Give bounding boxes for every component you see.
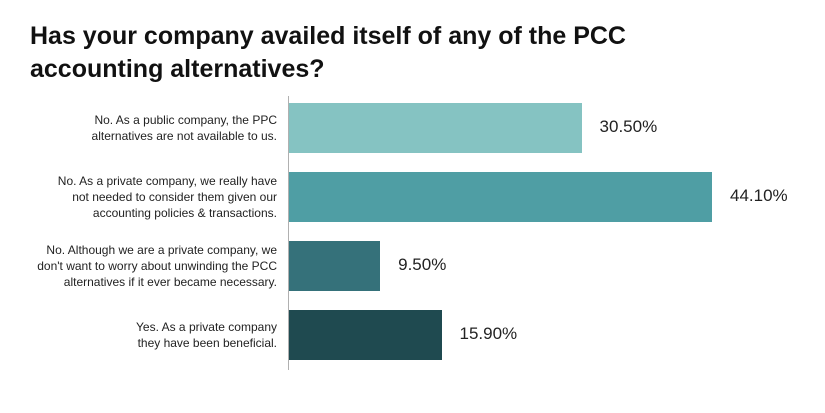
value-label-4: 15.90% (459, 324, 518, 343)
category-label-3-line-1: No. Although we are a private company, w… (46, 243, 277, 257)
category-label-1-line-1: No. As a public company, the PPC (94, 113, 277, 127)
bar-1 (289, 103, 582, 153)
value-label-2: 44.10% (730, 186, 788, 205)
bar-4 (289, 310, 442, 360)
category-label-4: Yes. As a private company they have been … (37, 319, 277, 351)
value-label-1: 30.50% (599, 117, 658, 136)
category-label-4-line-1: Yes. As a private company (136, 320, 277, 334)
category-label-2-line-2: not needed to consider them given our (72, 190, 277, 204)
chart-title: Has your company availed itself of any o… (30, 20, 730, 86)
category-label-4-line-2: they have been beneficial. (137, 336, 277, 350)
category-label-2-line-1: No. As a private company, we really have (57, 174, 277, 188)
category-label-2-line-3: accounting policies & transactions. (92, 206, 277, 220)
value-label-3: 9.50% (398, 255, 447, 274)
category-label-1: No. As a public company, the PPC alternat… (37, 112, 277, 144)
category-axis-line (288, 96, 289, 370)
bar-3 (289, 241, 381, 291)
chart-title-line-2: accounting alternatives? (30, 55, 325, 83)
category-label-2: No. As a private company, we really have… (37, 173, 277, 221)
category-label-3-line-3: alternatives if it ever became necessary… (63, 275, 277, 289)
category-label-1-line-2: alternatives are not available to us. (91, 129, 277, 143)
category-label-3-line-2: don't want to worry about unwinding the … (37, 259, 277, 273)
category-label-3: No. Although we are a private company, w… (37, 242, 277, 290)
bar-2 (289, 172, 712, 222)
chart-title-line-1: Has your company availed itself of any o… (30, 22, 626, 50)
